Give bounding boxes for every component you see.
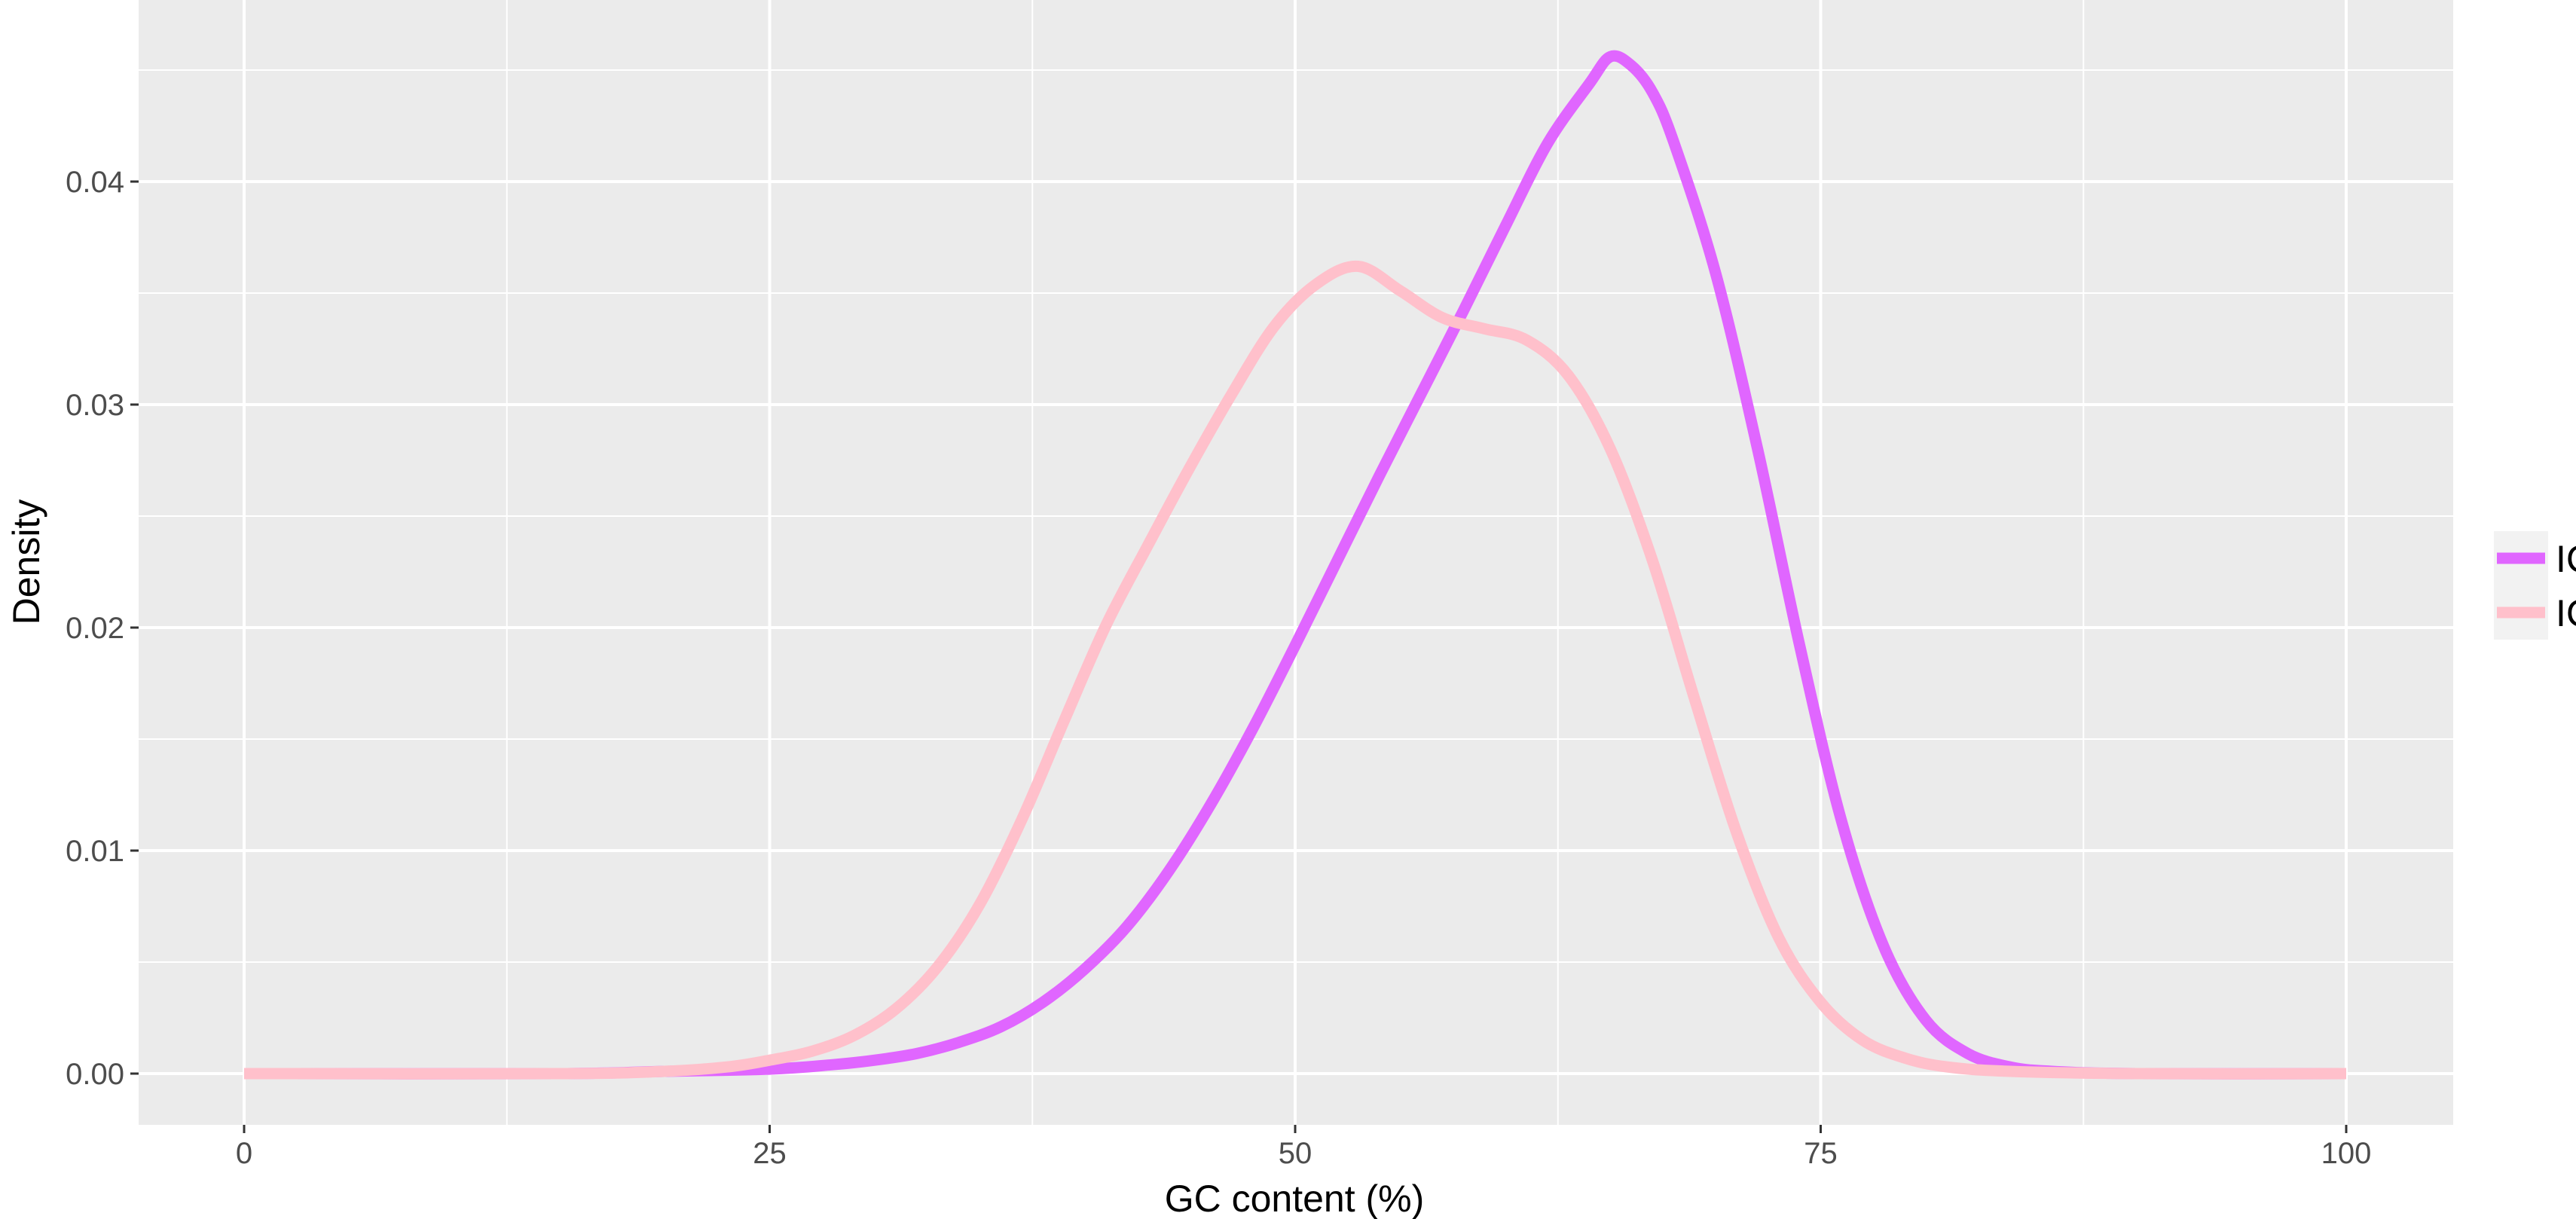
- y-tick-label: 0.00: [66, 1058, 124, 1091]
- x-tick-label: 25: [753, 1137, 787, 1170]
- x-axis-title: GC content (%): [1165, 1178, 1425, 1219]
- y-tick-label: 0.02: [66, 612, 124, 645]
- legend-label-0: IC: [2556, 538, 2576, 580]
- y-axis-title: Density: [5, 500, 47, 625]
- y-tick-label: 0.01: [66, 835, 124, 868]
- x-tick-label: 50: [1279, 1137, 1312, 1170]
- x-tick-label: 75: [1804, 1137, 1838, 1170]
- series-layer: [243, 50, 2347, 1080]
- major-gridlines: [139, 0, 2453, 1125]
- x-axis: 0 25 50 75 100: [236, 1125, 2372, 1170]
- x-tick-label: 0: [236, 1137, 252, 1170]
- y-tick-label: 0.03: [66, 389, 124, 422]
- y-tick-label: 0.04: [66, 166, 124, 199]
- x-tick-label: 100: [2321, 1137, 2372, 1170]
- legend: IC IC: [2494, 531, 2576, 640]
- y-axis: 0.00 0.01 0.02 0.03 0.04: [66, 166, 139, 1091]
- series-line-0: [243, 50, 2347, 1080]
- legend-label-1: IC: [2556, 592, 2576, 634]
- series-line-1: [243, 260, 2347, 1080]
